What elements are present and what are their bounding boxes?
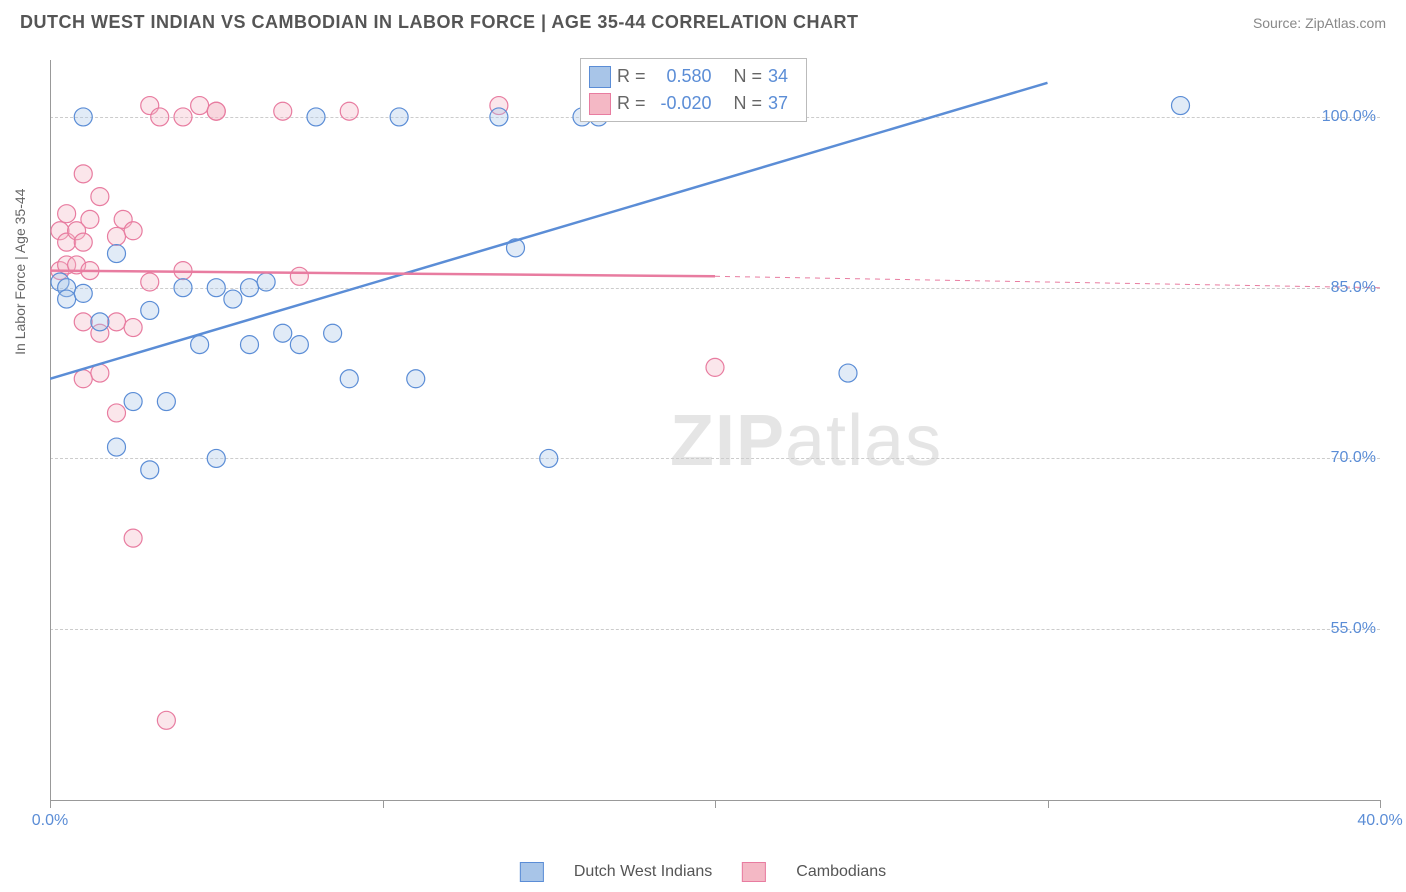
legend-label-b: Cambodians	[796, 863, 886, 881]
series-a-swatch	[589, 66, 611, 88]
y-tick-label: 85.0%	[1331, 279, 1376, 297]
x-tick-label: 40.0%	[1357, 812, 1402, 830]
y-tick-label: 70.0%	[1331, 449, 1376, 467]
stats-row-b: R = -0.020 N = 37	[589, 90, 798, 117]
x-tick-label: 0.0%	[32, 812, 68, 830]
correlation-stats-box: R = 0.580 N = 34 R = -0.020 N = 37	[580, 58, 807, 122]
y-tick-label: 55.0%	[1331, 620, 1376, 638]
stats-row-a: R = 0.580 N = 34	[589, 63, 798, 90]
y-axis-label: In Labor Force | Age 35-44	[12, 189, 28, 355]
series-b-r-value: -0.020	[652, 90, 712, 117]
series-b-swatch	[589, 93, 611, 115]
y-tick-label: 100.0%	[1322, 108, 1376, 126]
r-label: R =	[617, 90, 646, 117]
scatter-plot-svg	[50, 60, 1380, 800]
series-a-n-value: 34	[768, 63, 798, 90]
chart-plot-area: In Labor Force | Age 35-44 ZIPatlas R = …	[50, 60, 1380, 800]
legend-swatch-a	[520, 862, 544, 882]
chart-header: DUTCH WEST INDIAN VS CAMBODIAN IN LABOR …	[0, 0, 1406, 41]
legend-label-a: Dutch West Indians	[574, 863, 712, 881]
source-attribution: Source: ZipAtlas.com	[1253, 15, 1386, 31]
r-label: R =	[617, 63, 646, 90]
bottom-legend: Dutch West Indians Cambodians	[520, 862, 886, 882]
n-label: N =	[734, 90, 763, 117]
series-a-r-value: 0.580	[652, 63, 712, 90]
n-label: N =	[734, 63, 763, 90]
legend-swatch-b	[742, 862, 766, 882]
chart-title: DUTCH WEST INDIAN VS CAMBODIAN IN LABOR …	[20, 12, 859, 33]
series-b-n-value: 37	[768, 90, 798, 117]
